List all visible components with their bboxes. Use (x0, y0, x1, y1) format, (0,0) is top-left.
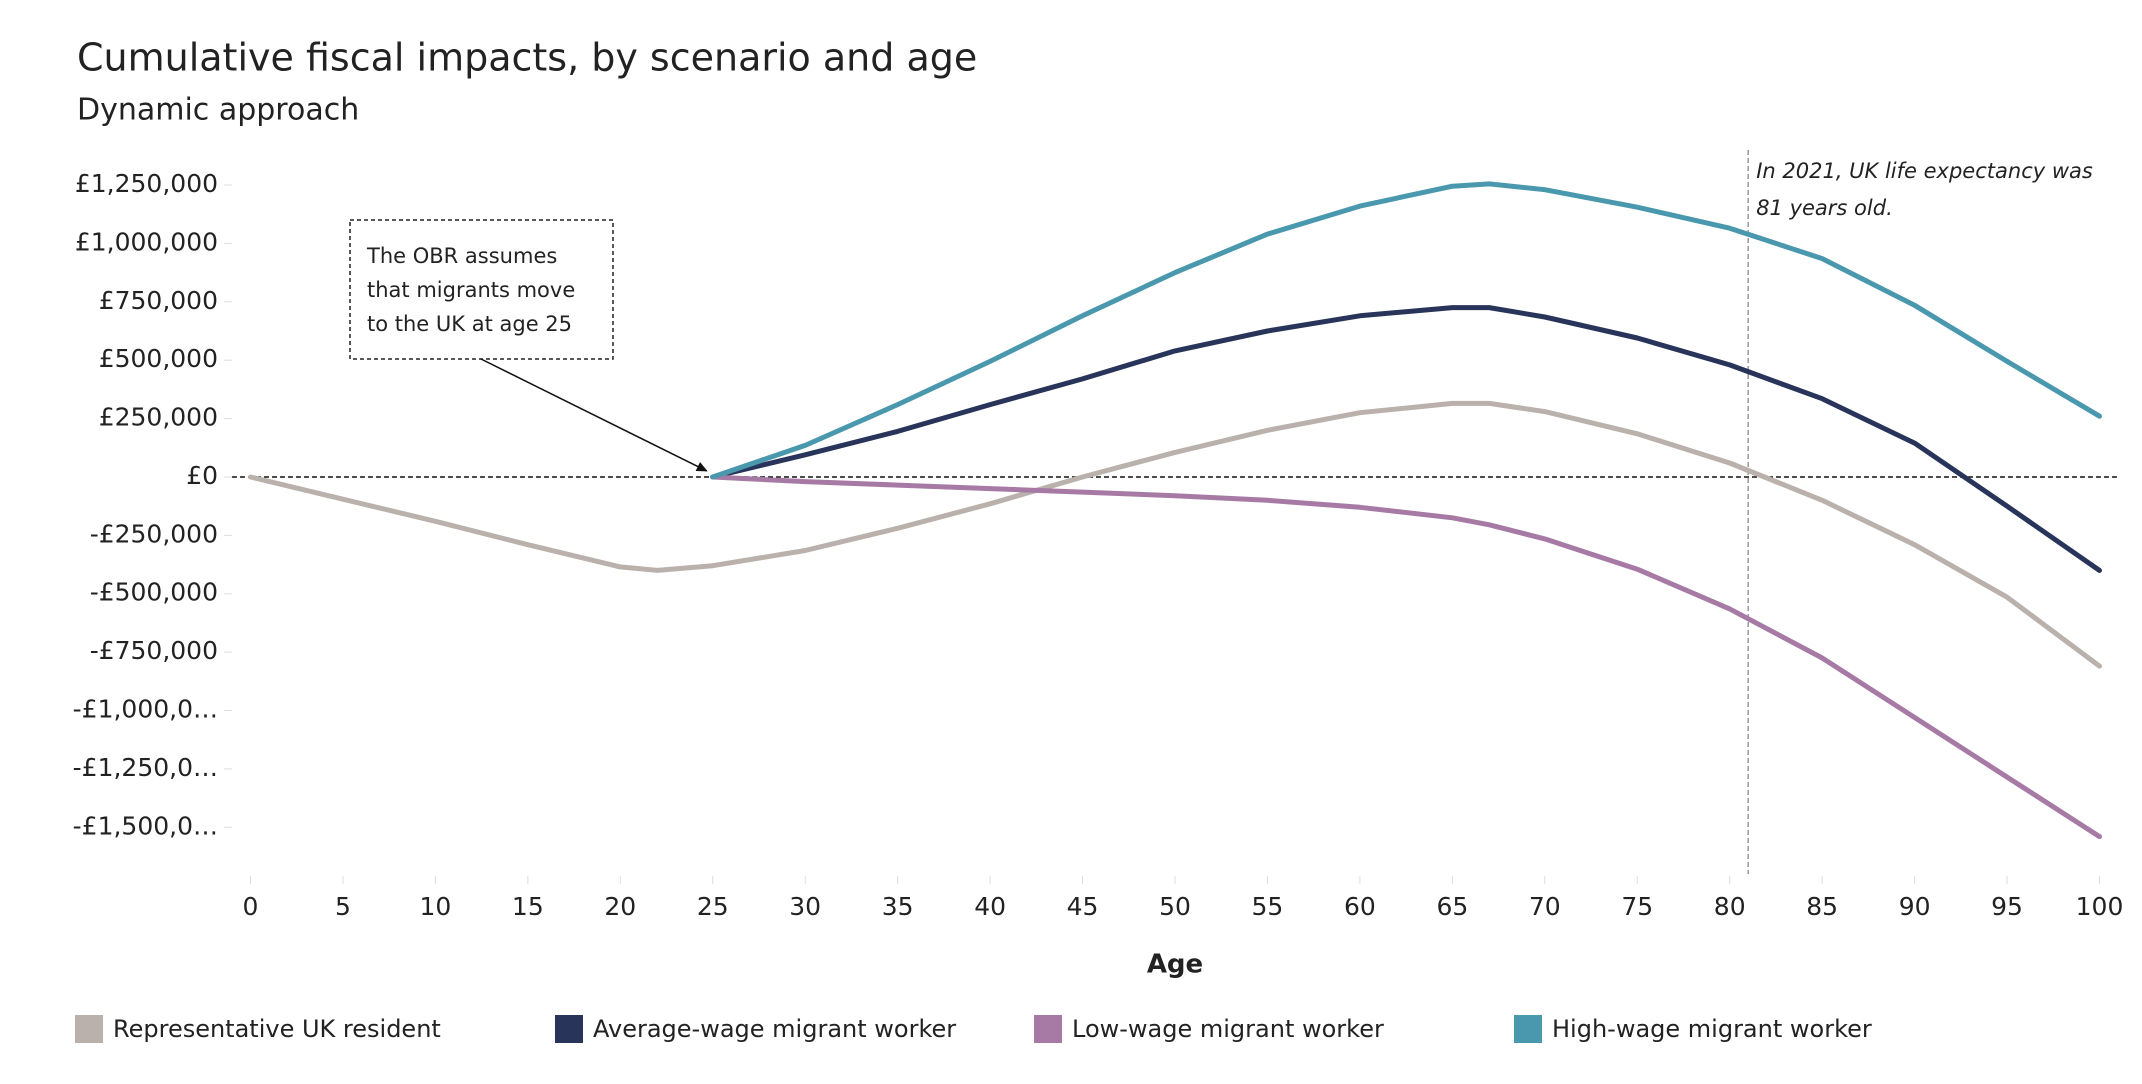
reference-label: In 2021, UK life expectancy was (1756, 159, 2093, 183)
y-tick-label: -£1,500,0… (73, 811, 218, 840)
x-tick-label: 100 (2076, 892, 2124, 921)
x-tick-label: 15 (512, 892, 544, 921)
annotation-arrow (480, 358, 708, 472)
x-tick-label: 45 (1067, 892, 1099, 921)
series-line (248, 400, 2102, 669)
y-tick-label: -£250,000 (90, 519, 218, 548)
y-tick-label: -£1,250,0… (73, 753, 218, 782)
y-tick-label: -£500,000 (90, 578, 218, 607)
x-tick-label: 95 (1991, 892, 2023, 921)
chart-subtitle: Dynamic approach (77, 93, 359, 128)
legend-label: Average-wage migrant worker (593, 1015, 956, 1043)
series-line (710, 474, 2102, 840)
x-tick-label: 75 (1621, 892, 1653, 921)
y-tick-label: £0 (186, 461, 218, 490)
y-tick-label: -£750,000 (90, 636, 218, 665)
series-line (710, 305, 2102, 573)
x-tick-label: 0 (243, 892, 259, 921)
x-tick-label: 50 (1159, 892, 1191, 921)
x-tick-label: 70 (1529, 892, 1561, 921)
annotation-text: The OBR assumes (366, 244, 557, 268)
x-tick-label: 5 (335, 892, 351, 921)
y-tick-label: £750,000 (99, 286, 218, 315)
x-tick-label: 55 (1252, 892, 1284, 921)
y-tick-label: -£1,000,0… (73, 695, 218, 724)
y-tick-label: £1,000,000 (75, 227, 218, 256)
x-tick-label: 65 (1436, 892, 1468, 921)
legend-swatch (75, 1015, 103, 1043)
x-tick-label: 85 (1806, 892, 1838, 921)
legend-label: Low-wage migrant worker (1072, 1015, 1384, 1043)
x-tick-label: 25 (697, 892, 729, 921)
legend-label: Representative UK resident (113, 1015, 441, 1043)
legend-swatch (1034, 1015, 1062, 1043)
legend-swatch (555, 1015, 583, 1043)
y-tick-label: £500,000 (99, 344, 218, 373)
legend-swatch (1514, 1015, 1542, 1043)
x-tick-label: 10 (419, 892, 451, 921)
x-axis-label: Age (1147, 950, 1203, 980)
annotation-text: that migrants move (367, 278, 575, 302)
y-tick-label: £1,250,000 (75, 169, 218, 198)
x-tick-label: 90 (1899, 892, 1931, 921)
annotation-box (349, 219, 614, 360)
y-tick-label: £250,000 (99, 403, 218, 432)
series-line (710, 181, 2102, 480)
legend-label: High-wage migrant worker (1552, 1015, 1872, 1043)
x-tick-label: 30 (789, 892, 821, 921)
x-tick-label: 20 (604, 892, 636, 921)
x-tick-label: 40 (974, 892, 1006, 921)
x-tick-label: 80 (1714, 892, 1746, 921)
x-tick-label: 60 (1344, 892, 1376, 921)
x-tick-label: 35 (882, 892, 914, 921)
reference-label: 81 years old. (1756, 196, 1893, 220)
chart-title: Cumulative fiscal impacts, by scenario a… (77, 36, 977, 80)
annotation-text: to the UK at age 25 (367, 312, 572, 336)
